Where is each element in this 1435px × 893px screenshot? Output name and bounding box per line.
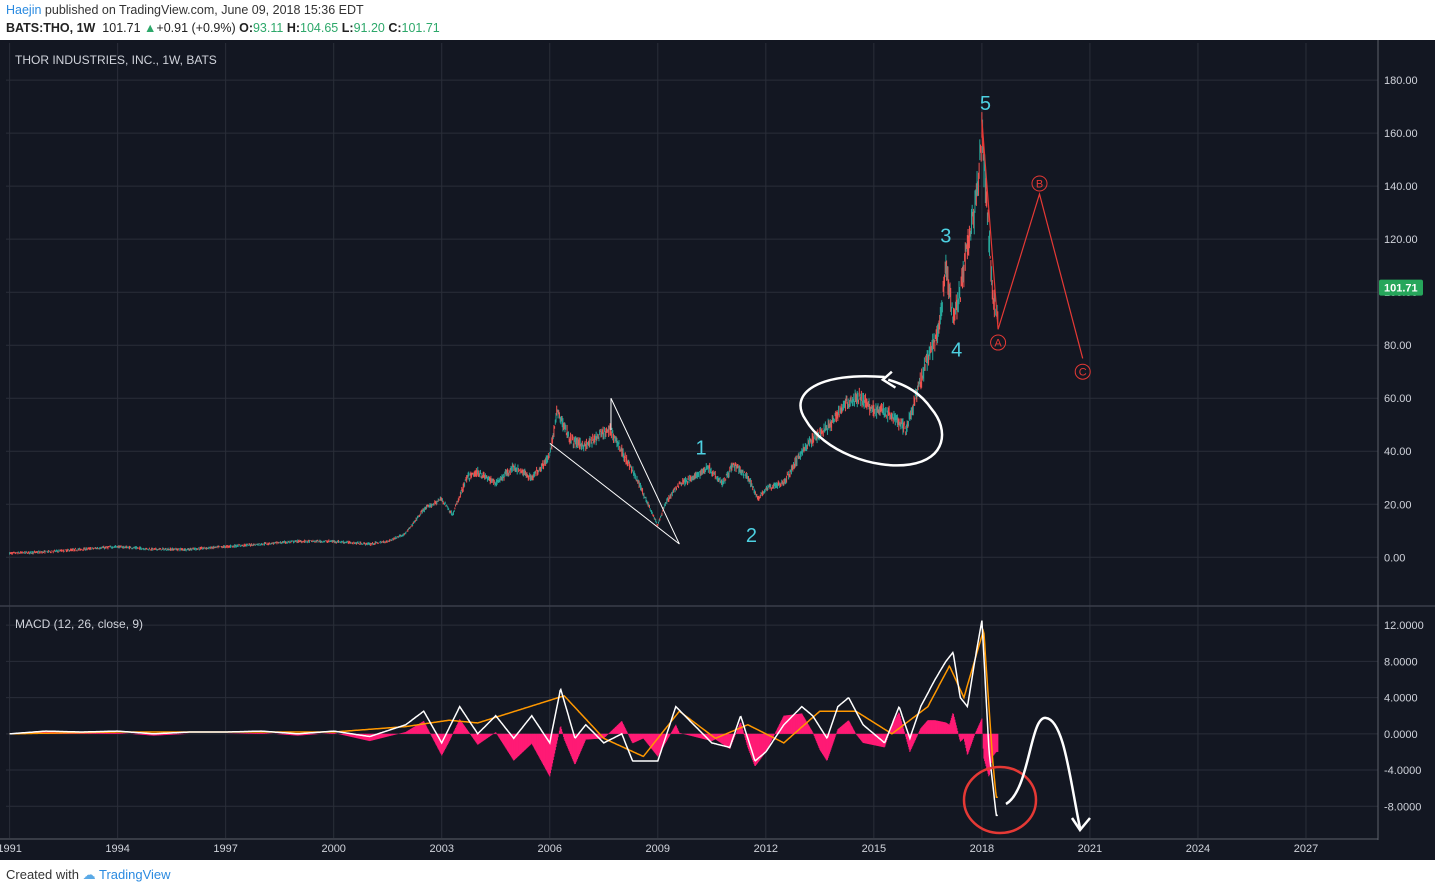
macd-axis-label: 12.0000	[1384, 620, 1424, 632]
price-axis-label: 160.00	[1384, 128, 1418, 140]
price-pane-title: THOR INDUSTRIES, INC., 1W, BATS	[15, 53, 217, 67]
footer: Created with ☁ TradingView	[6, 867, 171, 883]
projection-point-circle	[1074, 363, 1091, 380]
macd-line	[9, 620, 998, 817]
macd-pane-title: MACD (12, 26, close, 9)	[15, 617, 143, 631]
arrow-head-drawing	[880, 370, 897, 389]
macd-axis-label: 8.0000	[1384, 656, 1418, 668]
last-price: 101.71	[102, 21, 141, 35]
time-axis-label: 2018	[970, 843, 994, 855]
close-label: C:	[388, 21, 402, 35]
created-with-text: Created with	[6, 867, 79, 882]
price-axis-label: 80.00	[1384, 340, 1412, 352]
low-label: L:	[341, 21, 354, 35]
symbol-label: BATS:THO, 1W	[6, 21, 96, 35]
price-axis-label: 20.00	[1384, 499, 1412, 511]
time-axis-label: 1991	[0, 843, 22, 855]
change-value: +0.91 (+0.9%)	[156, 21, 236, 35]
price-axis-label: 180.00	[1384, 75, 1418, 87]
forecast-arrow-drawing	[1005, 716, 1082, 829]
time-axis-label: 2000	[321, 843, 345, 855]
time-axis-label: 2027	[1294, 843, 1318, 855]
circle-drawing	[799, 374, 944, 467]
open-value: 93.11	[252, 21, 284, 35]
close-value: 101.71	[401, 21, 440, 35]
red-circle-drawing	[962, 765, 1038, 835]
wave-label: 4	[951, 340, 962, 362]
time-axis-label: 1994	[105, 843, 129, 855]
projection-label: C	[1079, 367, 1087, 379]
author-link[interactable]: Haejin	[6, 3, 42, 17]
projection-path	[981, 119, 1084, 359]
price-axis-label: 60.00	[1384, 393, 1412, 405]
last-price-tag	[1379, 279, 1423, 296]
wave-label: 5	[980, 93, 991, 115]
time-axis-label: 1997	[213, 843, 237, 855]
high-value: 104.65	[300, 21, 339, 35]
wave-label: 1	[695, 438, 706, 460]
high-label: H:	[286, 21, 301, 35]
price-axis-label: 140.00	[1384, 181, 1418, 193]
time-axis-label: 2003	[429, 843, 453, 855]
chart-background	[0, 40, 1435, 860]
signal-line	[9, 628, 998, 798]
macd-axis-label: 4.0000	[1384, 693, 1418, 705]
projection-point-circle	[1031, 175, 1048, 192]
last-price-label: 101.71	[1384, 283, 1418, 295]
time-axis-label: 2009	[646, 843, 670, 855]
price-axis-area	[1378, 40, 1435, 840]
projection-point-circle	[990, 334, 1007, 351]
arrow-head-drawing	[1070, 817, 1091, 833]
time-axis-label: 2006	[538, 843, 562, 855]
published-text: published on TradingView.com, June 09, 2…	[44, 3, 364, 17]
price-axis-label: 40.00	[1384, 446, 1412, 458]
wave-label: 3	[940, 226, 951, 248]
time-axis-label: 2021	[1078, 843, 1102, 855]
macd-axis-label: -8.0000	[1384, 801, 1421, 813]
open-label: O:	[239, 21, 253, 35]
projection-path	[981, 119, 984, 147]
price-axis-label: 120.00	[1384, 234, 1418, 246]
macd-axis-label: -4.0000	[1384, 765, 1421, 777]
projection-label: A	[994, 338, 1002, 350]
wave-label: 2	[746, 525, 757, 547]
time-axis-label: 2024	[1186, 843, 1210, 855]
candles-group	[9, 112, 999, 555]
price-axis-label: 0.00	[1384, 552, 1405, 564]
time-axis-label: 2012	[754, 843, 778, 855]
projection-label: B	[1036, 179, 1043, 191]
tradingview-logo-icon: ☁	[82, 867, 96, 882]
macd-axis-label: 0.0000	[1384, 729, 1418, 741]
tradingview-chart[interactable]: 0.0020.0040.0060.0080.00100.00120.00140.…	[0, 40, 1435, 860]
publish-info: Haejin published on TradingView.com, Jun…	[6, 3, 364, 17]
time-axis-label: 2015	[862, 843, 886, 855]
low-value: 91.20	[353, 21, 385, 35]
up-arrow-icon: ▲	[144, 21, 157, 35]
tradingview-link[interactable]: TradingView	[99, 867, 171, 882]
ohlc-header: BATS:THO, 1W 101.71 ▲+0.91 (+0.9%) O:93.…	[6, 21, 440, 35]
wedge-drawing	[549, 398, 680, 545]
